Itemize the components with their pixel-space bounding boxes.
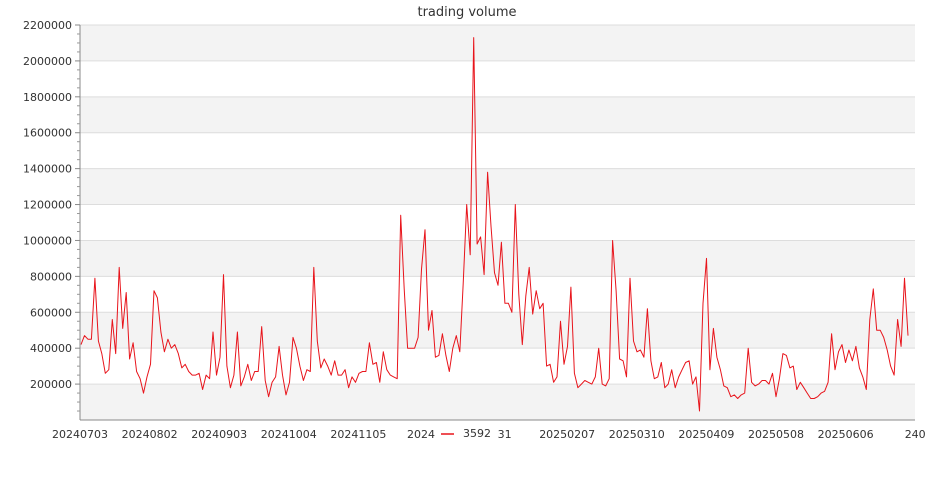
x-tick-label: 20241105 xyxy=(330,428,386,441)
y-axis-ticks: 200000 400000 600000 800000 1000000 1200000 14… xyxy=(23,19,80,412)
y-tick-label: 800000 xyxy=(30,270,72,283)
y-tick-label: 600000 xyxy=(30,306,72,319)
plot-band xyxy=(80,96,915,133)
x-tick-label: 20250606 xyxy=(818,428,874,441)
grid-lines xyxy=(80,24,915,385)
chart-title: trading volume xyxy=(417,5,516,20)
legend: 3592 xyxy=(436,424,498,442)
plot-band xyxy=(80,348,915,385)
series-lines xyxy=(80,37,909,412)
x-tick-label: 20250409 xyxy=(678,428,734,441)
y-tick-label: 200000 xyxy=(30,378,72,391)
x-tick-label: 20240703 xyxy=(52,428,108,441)
x-tick-label: 20240802 xyxy=(122,428,178,441)
y-tick-label: 1200000 xyxy=(23,199,72,212)
x-tick-label: 20241004 xyxy=(261,428,317,441)
y-tick-label: 2000000 xyxy=(23,55,72,68)
y-tick-label: 1400000 xyxy=(23,163,72,176)
plot-band xyxy=(80,168,915,205)
x-tick-label: 240 xyxy=(905,428,926,441)
plot-band xyxy=(80,312,915,349)
x-axis-ticks: 20240703 20240802 20240903 20241004 20241105… xyxy=(52,428,926,441)
series-line xyxy=(80,37,909,412)
plot-band xyxy=(80,25,915,61)
y-tick-label: 1600000 xyxy=(23,127,72,140)
x-tick-label: 20250207 xyxy=(539,428,595,441)
plot-bands xyxy=(80,25,915,420)
plot-band xyxy=(80,132,915,169)
legend-background xyxy=(436,424,498,442)
legend-series-label: 3592 xyxy=(463,427,491,440)
x-tick-label: 20250310 xyxy=(609,428,665,441)
plot-band xyxy=(80,240,915,277)
x-tick-label: 20240903 xyxy=(191,428,247,441)
y-tick-label: 1000000 xyxy=(23,234,72,247)
y-tick-label: 1800000 xyxy=(23,91,72,104)
plot-band xyxy=(80,60,915,97)
x-tick-label: 20250508 xyxy=(748,428,804,441)
plot-band xyxy=(80,204,915,241)
y-tick-label: 400000 xyxy=(30,342,72,355)
plot-band xyxy=(80,384,915,420)
y-tick-label: 2200000 xyxy=(23,19,72,32)
